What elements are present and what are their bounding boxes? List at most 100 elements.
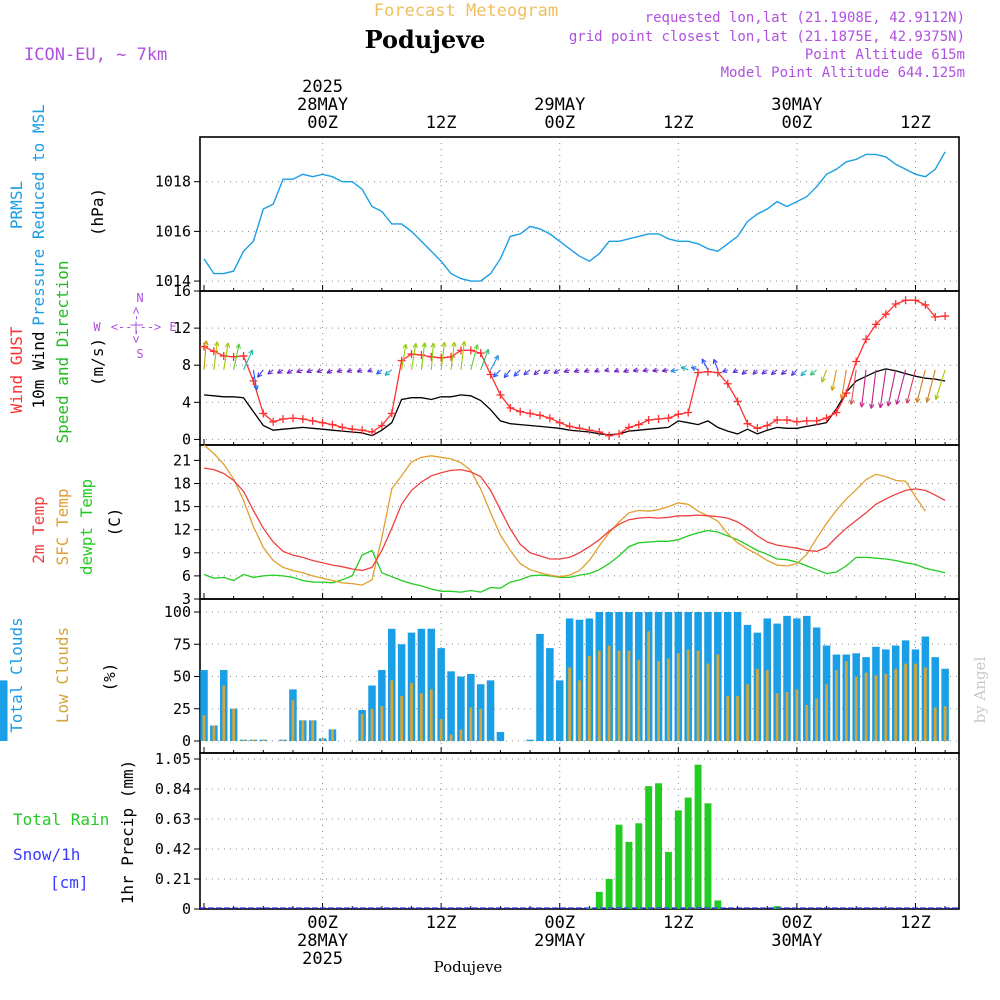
low-clouds-bar bbox=[864, 672, 868, 741]
wind-direction-arrowhead bbox=[859, 402, 865, 408]
y-tick-label: 0.21 bbox=[155, 870, 191, 888]
gust-marker bbox=[694, 368, 703, 377]
location-title: Podujeve bbox=[365, 25, 486, 54]
gust-marker bbox=[763, 421, 772, 430]
gust-marker bbox=[348, 425, 357, 434]
wind-direction-arrowhead bbox=[770, 369, 777, 376]
wind-speed-line bbox=[203, 368, 946, 437]
wind-direction-arrowhead bbox=[203, 340, 209, 346]
gust-marker bbox=[881, 310, 890, 319]
temp-sfc-label: SFC Temp bbox=[53, 488, 72, 565]
gust-marker bbox=[773, 415, 782, 424]
wind-direction-arrowhead bbox=[553, 368, 559, 374]
wind-direction-arrow bbox=[670, 369, 679, 372]
gust-marker bbox=[358, 426, 367, 435]
low-clouds-bar bbox=[637, 659, 641, 741]
wind-direction-label: Speed and Direction bbox=[53, 260, 72, 443]
dewpoint-line bbox=[203, 529, 946, 593]
y-tick-label: 6 bbox=[182, 567, 191, 585]
rain-bar bbox=[664, 851, 672, 909]
wind-direction-arrowhead bbox=[276, 368, 283, 374]
total-clouds-bar bbox=[546, 648, 554, 741]
wind-direction-arrowhead bbox=[346, 367, 353, 373]
total-clouds-bar bbox=[378, 670, 386, 741]
total-clouds-bar bbox=[723, 612, 732, 741]
low-clouds-bar bbox=[252, 739, 255, 741]
compass-north: N bbox=[136, 291, 143, 305]
wind-direction-arrowhead bbox=[484, 348, 490, 355]
wind-direction-arrow bbox=[840, 369, 847, 400]
wind-direction-arrow bbox=[450, 342, 455, 370]
low-clouds-bar bbox=[420, 693, 423, 741]
gust-marker bbox=[624, 423, 633, 432]
low-clouds-bar bbox=[657, 661, 660, 741]
wind-unit-label: (m/s) bbox=[88, 338, 107, 386]
total-clouds-bar bbox=[0, 686, 8, 741]
wind-direction-arrowhead bbox=[248, 349, 254, 355]
low-clouds-bar bbox=[578, 680, 581, 741]
wind-direction-arrowhead bbox=[384, 370, 390, 376]
wind-direction-arrowhead bbox=[306, 368, 312, 374]
wind-direction-arrowhead bbox=[790, 370, 797, 377]
y-tick-label: 12 bbox=[173, 319, 191, 337]
total-clouds-bar bbox=[812, 627, 821, 741]
top-time-label: 12Z bbox=[663, 113, 694, 133]
gust-marker bbox=[832, 408, 841, 417]
wind-direction-arrow bbox=[223, 342, 229, 370]
total-clouds-bar bbox=[555, 680, 564, 741]
wind-direction-arrow bbox=[430, 342, 434, 370]
low-clouds-bar bbox=[815, 698, 819, 741]
gust-marker bbox=[259, 409, 268, 418]
compass-ns-axis: <-|-> bbox=[129, 307, 143, 343]
gust-marker bbox=[249, 376, 258, 385]
total-clouds-bar bbox=[397, 644, 406, 741]
low-clouds-bar bbox=[844, 661, 848, 741]
y-tick-label: 4 bbox=[182, 393, 191, 411]
low-clouds-bar bbox=[825, 684, 828, 741]
total-clouds-label: Total Clouds bbox=[7, 617, 26, 733]
wind-direction-arrowhead bbox=[523, 370, 529, 376]
y-tick-label: 3 bbox=[182, 590, 191, 608]
wind-direction-arrow bbox=[870, 369, 877, 409]
y-tick-label: 75 bbox=[173, 635, 191, 653]
low-clouds-bar bbox=[835, 670, 838, 741]
low-clouds-bar bbox=[360, 713, 364, 741]
top-time-label: 12Z bbox=[426, 113, 457, 133]
wind-direction-arrowhead bbox=[701, 358, 707, 364]
footer-location: Podujeve bbox=[434, 958, 503, 976]
low-clouds-bar bbox=[380, 706, 384, 741]
wind-direction-arrowhead bbox=[732, 368, 738, 374]
temp-unit-label: (C) bbox=[105, 508, 124, 537]
y-tick-label: 15 bbox=[173, 498, 191, 516]
y-tick-label: 9 bbox=[182, 544, 191, 562]
wind-direction-arrowhead bbox=[412, 342, 418, 349]
low-clouds-bar bbox=[667, 658, 670, 741]
gust-marker bbox=[753, 424, 762, 433]
top-time-label: 29MAY bbox=[534, 95, 585, 115]
rain-bar bbox=[674, 810, 682, 909]
total-clouds-bar bbox=[200, 670, 208, 741]
low-clouds-bar bbox=[202, 715, 206, 741]
low-clouds-bar bbox=[884, 673, 888, 741]
total-clouds-bar bbox=[783, 615, 791, 741]
y-tick-label: 100 bbox=[164, 603, 191, 621]
gust-marker bbox=[565, 422, 574, 431]
wind-direction-arrowhead bbox=[296, 368, 302, 374]
gust-marker bbox=[338, 423, 347, 432]
wind-direction-arrowhead bbox=[915, 397, 921, 403]
total-clouds-bar bbox=[457, 676, 465, 741]
low-clouds-bar bbox=[795, 689, 799, 741]
low-clouds-bar bbox=[489, 739, 492, 741]
low-clouds-bar bbox=[627, 650, 631, 741]
wind-direction-arrow bbox=[800, 369, 808, 377]
panel-frame-precip bbox=[199, 752, 960, 910]
wind-direction-arrowhead bbox=[594, 367, 600, 373]
wind-direction-arrow bbox=[533, 369, 541, 376]
low-clouds-bar bbox=[449, 734, 453, 741]
low-clouds-bar bbox=[439, 719, 443, 741]
wind-direction-arrow bbox=[701, 358, 709, 371]
compass-west: W bbox=[93, 320, 101, 334]
y-tick-label: 1016 bbox=[155, 222, 191, 240]
temp-dewpt-label: dewpt Temp bbox=[77, 479, 96, 575]
gust-marker bbox=[279, 415, 288, 424]
